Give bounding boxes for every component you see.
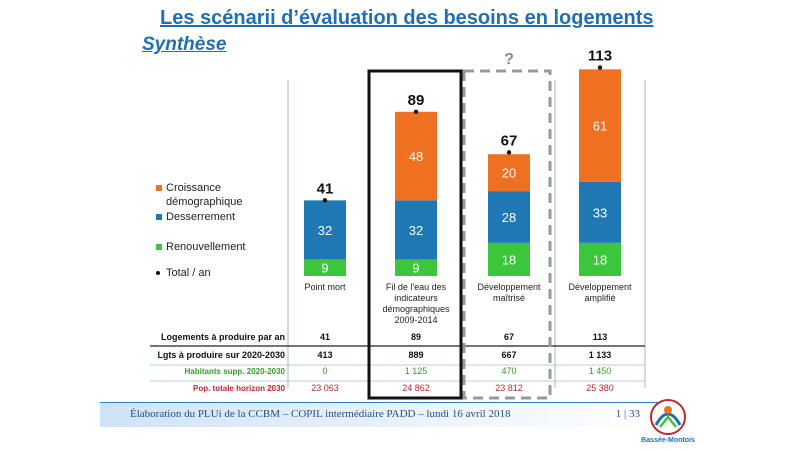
legend-swatch-orange [156,185,162,192]
table-cell: 23 063 [311,383,339,393]
legend-total-dot [156,271,160,276]
table-cell: 470 [501,366,516,376]
bar-value-label: 48 [409,149,423,164]
table-cell: 1 450 [589,366,612,376]
total-value-label: 67 [501,132,518,149]
total-value-label: 113 [588,48,612,65]
legend-renouvellement: Renouvellement [156,240,246,254]
total-marker [506,150,512,155]
table-row-label: Pop. totale horizon 2030 [193,384,286,393]
table-row-label: Logements à produire par an [161,332,285,342]
legend-label-croissance: Croissance démographique [166,182,243,208]
table-cell: 89 [411,332,421,342]
bar-segment-croissance [488,154,530,192]
page-title: Les scénarii d’évaluation des besoins en… [160,7,654,29]
table-cell: 24 862 [402,383,430,393]
table-cell: 41 [320,332,330,342]
total-marker [413,109,419,114]
bar-segment-desserrement [395,200,437,260]
table-cell: 667 [501,350,516,360]
legend-croissance: Croissance démographique [156,181,256,209]
category-label: Développement maîtrisé [477,282,541,303]
page-subtitle: Synthèse [142,34,227,55]
legend-swatch-blue [156,214,162,221]
table-cell: 67 [504,332,514,342]
bar-value-label: 28 [502,210,516,225]
bar-segment-renouvellement [579,242,621,276]
bar-segment-desserrement [488,191,530,243]
table-row-label: Lgts à produire sur 2020-2030 [157,350,285,360]
table-cell: 1 125 [405,366,428,376]
category-label: Point mort [304,282,346,292]
table-cell: 23 812 [495,383,523,393]
logo-text: Bassée-Montois [641,437,695,444]
bar-value-label: 20 [502,166,516,181]
bar-segment-renouvellement [488,242,530,276]
table-cell: 113 [593,332,608,342]
category-label: Fil de l'eau des indicateurs démographique… [382,282,450,325]
legend-desserrement: Desserrement [156,210,235,224]
footer-page-number: 1 | 33 [615,408,640,420]
question-mark-label: ? [504,51,514,68]
chart-canvas: 9 32 41 9 32 48 89 18 28 20 67 18 33 61 113 Point mort F… [150,48,646,400]
bar-value-label: 9 [321,261,328,276]
bar-segment-desserrement [304,200,346,260]
legend-label-renouvellement: Renouvellement [166,241,246,253]
total-value-label: 89 [408,92,425,109]
bar-value-label: 61 [593,119,607,134]
bar-segment-croissance [395,111,437,201]
bar-value-label: 9 [412,261,419,276]
legend-swatch-green [156,244,162,251]
total-marker [597,65,603,70]
bar-segment-croissance [579,69,621,182]
footer-bar: Élaboration du PLUi de la CCBM – COPIL i… [100,402,660,427]
bar-value-label: 33 [593,205,607,220]
footer-text: Élaboration du PLUi de la CCBM – COPIL i… [130,408,511,420]
ccbm-logo: Bassée-Montois [641,399,695,444]
bar-value-label: 18 [593,252,607,267]
highlight-box-fil-de-leau [367,69,463,400]
table-cell: 1 133 [589,350,612,360]
legend-total: Total / an [156,266,211,280]
bar-segment-renouvellement [304,259,346,276]
table-cell: 0 [322,366,327,376]
bar-value-label: 32 [318,223,332,238]
bar-segment-renouvellement [395,259,437,276]
legend-label-total: Total / an [166,267,211,279]
table-cell: 413 [317,350,332,360]
bar-value-label: 18 [502,252,516,267]
bar-value-label: 32 [409,223,423,238]
table-row-label: Habitants supp. 2020-2030 [185,367,286,376]
total-marker [322,198,328,203]
bar-segment-desserrement [579,181,621,243]
table-cell: 25 380 [586,383,614,393]
category-label: Développement amplifié [568,282,632,303]
highlight-box-developpement-maitrise [462,69,552,400]
table-cell: 889 [408,350,423,360]
total-value-label: 41 [317,180,334,197]
legend-label-desserrement: Desserrement [166,211,236,223]
